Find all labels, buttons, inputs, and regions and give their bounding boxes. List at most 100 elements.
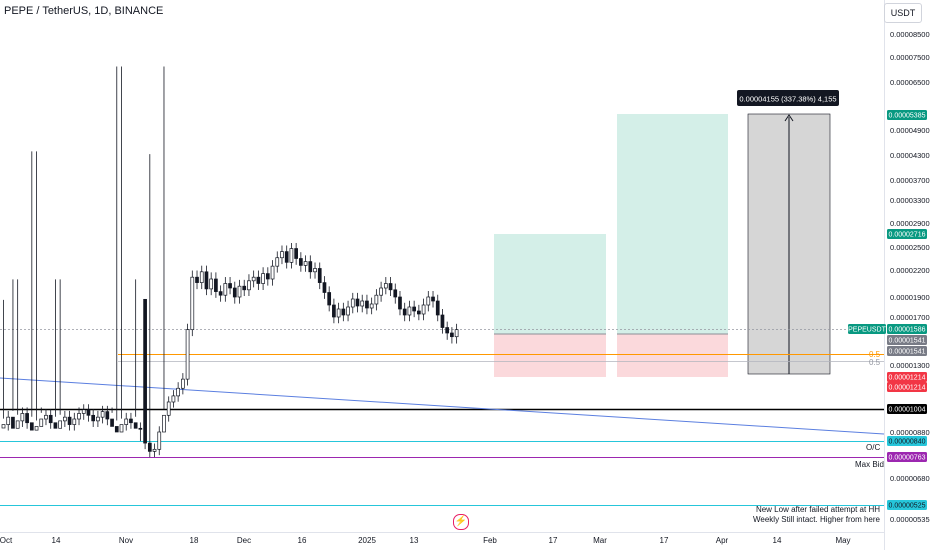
candle-body bbox=[204, 271, 209, 290]
candlestick-series[interactable] bbox=[1, 66, 459, 458]
price-badge: 0.00000525 bbox=[887, 500, 927, 510]
candle-body bbox=[72, 418, 77, 425]
note-line-1: New Low after failed attempt at HH bbox=[755, 505, 880, 514]
candle bbox=[20, 407, 25, 427]
price-scale-ticks: 0.00008500 0.00007500 0.00006500 0.00004900… bbox=[890, 30, 930, 524]
price-tick-label: 0.00002500 bbox=[890, 243, 930, 252]
candle bbox=[63, 410, 67, 427]
price-badge: 0.00001214 bbox=[887, 372, 927, 382]
price-tick-label: 0.00001700 bbox=[890, 313, 930, 322]
price-tick-label: 0.00000880 bbox=[890, 428, 930, 437]
candle-body bbox=[48, 414, 53, 424]
price-badge-label: 0.00001214 bbox=[889, 385, 926, 392]
price-badge-bg bbox=[887, 335, 927, 345]
candle bbox=[96, 410, 100, 427]
candle bbox=[247, 274, 251, 297]
fib-label-1: 0.5 bbox=[869, 350, 881, 359]
candle-body bbox=[388, 283, 393, 291]
candle-body bbox=[412, 306, 416, 312]
note-line-2: Weekly Still intact. Higher from here bbox=[752, 515, 880, 524]
candle-body bbox=[119, 424, 124, 433]
long-position-1-loss-zone[interactable] bbox=[494, 334, 606, 377]
time-axis-label: 18 bbox=[190, 536, 199, 545]
candle-body bbox=[166, 401, 171, 416]
candle-body bbox=[105, 411, 110, 420]
measure-label-bg bbox=[737, 90, 839, 106]
candle bbox=[152, 443, 157, 458]
candle bbox=[412, 300, 416, 318]
candle-body bbox=[374, 294, 379, 305]
candle-body bbox=[407, 306, 412, 316]
candle-body bbox=[450, 332, 454, 338]
long-position-1-profit-zone[interactable] bbox=[494, 234, 606, 334]
time-axis-label: Apr bbox=[716, 536, 729, 545]
price-tick-label: 0.00003700 bbox=[890, 176, 930, 185]
candle bbox=[284, 245, 289, 269]
candle-body bbox=[431, 296, 435, 302]
candle-body bbox=[303, 261, 308, 266]
price-badge-bg bbox=[887, 436, 927, 446]
candle bbox=[450, 327, 454, 344]
candle bbox=[185, 323, 190, 386]
price-badge-bg bbox=[887, 382, 927, 392]
time-axis-label: Nov bbox=[119, 536, 133, 545]
long-position-2-loss-zone[interactable] bbox=[617, 334, 728, 377]
candle bbox=[81, 404, 86, 420]
candle bbox=[398, 291, 402, 316]
candle-body bbox=[445, 327, 450, 334]
candle-body bbox=[199, 271, 204, 283]
candle-body bbox=[242, 285, 247, 291]
measure-label: 0.00004155 (337.38%) 4,155 bbox=[739, 95, 836, 104]
candle bbox=[133, 279, 138, 429]
time-axis-label: 13 bbox=[410, 536, 419, 545]
candle-body bbox=[100, 411, 105, 418]
descending-trendline[interactable] bbox=[0, 377, 885, 435]
candle-body bbox=[308, 261, 313, 273]
candle bbox=[181, 373, 185, 395]
candle bbox=[417, 304, 421, 321]
price-tick-label: 0.00004900 bbox=[890, 126, 930, 135]
candle-body bbox=[162, 414, 166, 433]
price-badge-bg bbox=[848, 324, 886, 334]
candle bbox=[431, 291, 435, 308]
candle-body bbox=[421, 304, 426, 315]
candle bbox=[393, 283, 398, 304]
long-position-2-profit-zone[interactable] bbox=[617, 114, 728, 334]
candle-body bbox=[15, 420, 20, 429]
price-badge-bg bbox=[887, 346, 927, 356]
candle bbox=[256, 270, 261, 290]
candle bbox=[294, 242, 298, 265]
oc-label: O/C bbox=[866, 443, 880, 452]
candle-body bbox=[355, 298, 360, 307]
candle bbox=[143, 298, 147, 450]
price-badge-bg bbox=[887, 229, 927, 239]
lightning-icon[interactable]: ⚡ bbox=[453, 514, 469, 530]
candle-body bbox=[29, 422, 34, 431]
candle-body bbox=[365, 300, 369, 309]
candle-body bbox=[383, 283, 388, 289]
time-axis-label: 2025 bbox=[358, 536, 376, 545]
candle bbox=[218, 285, 223, 302]
price-tick-label: 0.00006500 bbox=[890, 78, 930, 87]
candle-body bbox=[332, 304, 336, 318]
candle-body bbox=[417, 310, 421, 315]
candle bbox=[360, 294, 365, 313]
annotation-note[interactable]: New Low after failed attempt at HH Weekl… bbox=[700, 505, 880, 525]
candle-body bbox=[11, 416, 15, 429]
time-axis-label: Mar bbox=[593, 536, 607, 545]
candle bbox=[77, 407, 81, 426]
currency-selector[interactable]: USDT bbox=[884, 3, 922, 23]
candle bbox=[157, 426, 162, 456]
candle bbox=[1, 299, 6, 429]
candle-body bbox=[336, 308, 341, 318]
time-axis-label: 16 bbox=[298, 536, 307, 545]
candle bbox=[67, 410, 72, 431]
candle-body bbox=[223, 283, 228, 296]
time-axis-label: 14 bbox=[52, 536, 61, 545]
price-scale-badges: 0.00005385 0.00002716 PEPEUSDT 0.00001586 0.… bbox=[848, 110, 927, 510]
candle-body bbox=[294, 248, 298, 259]
candle-body bbox=[181, 378, 185, 389]
candle-body bbox=[435, 300, 440, 316]
price-badge-bg bbox=[887, 324, 927, 334]
